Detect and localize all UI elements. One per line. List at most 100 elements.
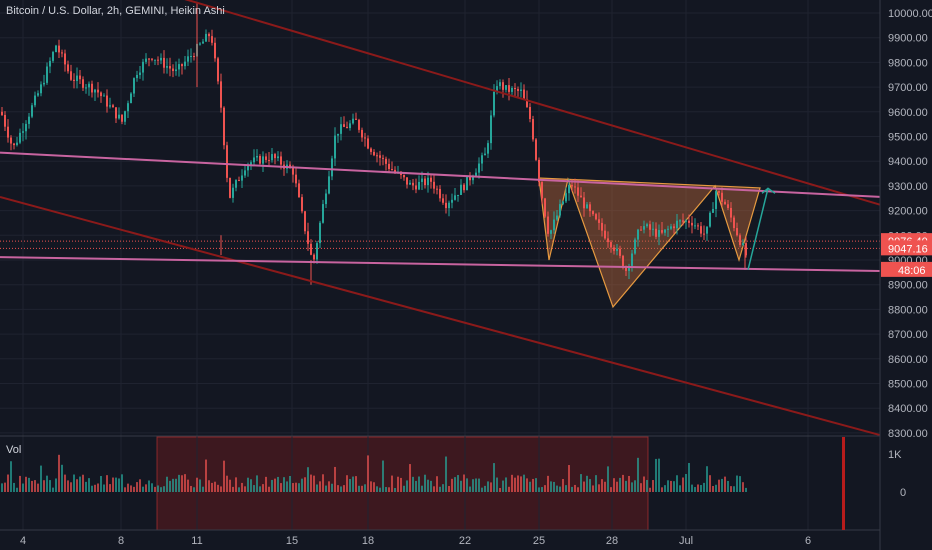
volume-bar: [658, 458, 660, 492]
candle-body: [262, 156, 264, 164]
volume-bar: [733, 486, 735, 492]
volume-bar: [139, 479, 141, 492]
volume-bar: [403, 485, 405, 492]
volume-bar: [724, 476, 726, 492]
candle-body: [598, 219, 600, 223]
candle-body: [280, 156, 282, 165]
candle-body: [553, 219, 555, 231]
candle-body: [505, 85, 507, 90]
volume-bar: [442, 484, 444, 492]
price-tick-label: 9900.00: [888, 33, 928, 45]
volume-bar: [430, 480, 432, 492]
candle-body: [520, 89, 522, 91]
candle-body: [697, 225, 699, 227]
price-tick-label: 8800.00: [888, 304, 928, 316]
volume-bar: [358, 485, 360, 492]
candle-body: [667, 228, 669, 230]
channel-lower-line[interactable]: [0, 196, 881, 437]
volume-bar: [265, 476, 267, 492]
candle-body: [496, 86, 498, 92]
candle-body: [481, 155, 483, 164]
time-tick-label: 11: [191, 535, 202, 547]
volume-bar: [91, 485, 93, 492]
candle-body: [694, 225, 696, 227]
candle-body: [31, 105, 33, 117]
volume-bar: [448, 486, 450, 492]
support-line[interactable]: [0, 256, 881, 273]
candle-body: [511, 87, 513, 92]
volume-bar: [544, 485, 546, 492]
time-axis[interactable]: 4 8 11 15 18 22 25 28 Jul 6: [20, 535, 811, 547]
volume-bar: [175, 478, 177, 492]
candle-body: [46, 66, 48, 83]
candle-body: [724, 201, 726, 205]
candle-body: [352, 118, 354, 124]
time-tick-label: 8: [118, 535, 124, 547]
candle-body: [673, 226, 675, 229]
volume-bar: [310, 474, 312, 492]
candle-body: [70, 71, 72, 80]
candle-body: [655, 228, 657, 237]
candle-body: [373, 151, 375, 156]
price-tick-label: 9300.00: [888, 181, 928, 193]
volume-bar: [280, 483, 282, 492]
volume-bar: [631, 482, 633, 492]
channel-upper-line[interactable]: [0, 0, 881, 206]
volume-bar: [274, 478, 276, 492]
volume-bar: [37, 483, 39, 492]
volume-bar: [82, 474, 84, 492]
candle-body: [190, 55, 192, 57]
candle-body: [361, 129, 363, 138]
candle-body: [622, 255, 624, 268]
candle-body: [346, 126, 348, 129]
candle-body: [739, 235, 741, 245]
volume-bar: [58, 454, 60, 492]
volume-bar: [379, 487, 381, 492]
neckline[interactable]: [0, 151, 881, 198]
price-tag: [881, 261, 932, 277]
volume-bar: [424, 474, 426, 492]
breakout-arrow[interactable]: [747, 188, 769, 271]
volume-bar: [496, 477, 498, 492]
volume-bar: [4, 482, 6, 492]
candle-body: [715, 191, 717, 209]
volume-bar: [22, 483, 24, 492]
volume-bar: [478, 478, 480, 492]
candle-body: [271, 154, 273, 161]
volume-bar: [625, 480, 627, 492]
candle-body: [199, 43, 201, 45]
volume-bar: [469, 486, 471, 492]
volume-bar: [163, 486, 165, 492]
volume-bar: [136, 482, 138, 492]
volume-bar: [196, 477, 198, 492]
head-shoulders-pattern[interactable]: [538, 177, 761, 309]
candle-body: [154, 59, 156, 61]
volume-bar: [97, 483, 99, 492]
candle-body: [421, 178, 423, 182]
candle-body: [208, 33, 210, 37]
candle-body: [472, 176, 474, 181]
candle-body: [442, 198, 444, 203]
volume-bar: [697, 484, 699, 492]
candle-body: [568, 185, 570, 194]
candle-body: [682, 220, 684, 222]
time-tick-label: 18: [362, 535, 374, 547]
volume-bar: [184, 474, 186, 492]
candle-body: [415, 185, 417, 190]
time-tick-label: 28: [606, 535, 618, 547]
candle-body: [298, 183, 300, 198]
volume-bar: [685, 474, 687, 492]
candle-body: [247, 164, 249, 171]
volume-bar: [598, 484, 600, 492]
volume-bar: [115, 477, 117, 492]
volume-bar: [661, 487, 663, 492]
price-tick-label: 8600.00: [888, 354, 928, 366]
candle-body: [592, 211, 594, 215]
volume-bar: [229, 479, 231, 492]
volume-bar: [211, 482, 213, 492]
volume-bar: [76, 479, 78, 492]
volume-bar: [118, 478, 120, 492]
volume-bar: [550, 481, 552, 492]
price-tick-label: 8900.00: [888, 280, 928, 292]
